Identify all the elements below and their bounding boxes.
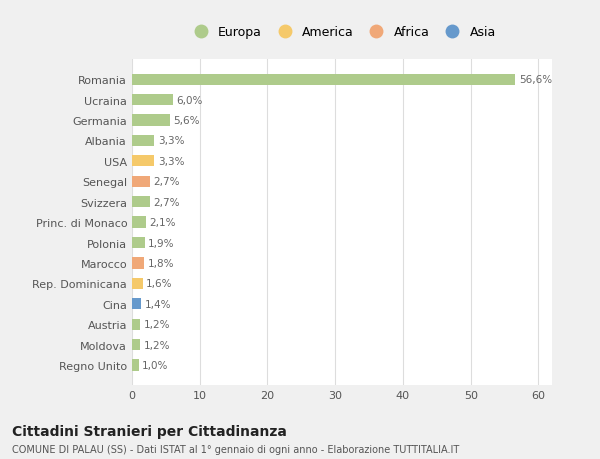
Text: COMUNE DI PALAU (SS) - Dati ISTAT al 1° gennaio di ogni anno - Elaborazione TUTT: COMUNE DI PALAU (SS) - Dati ISTAT al 1° … [12,444,459,454]
Text: 1,2%: 1,2% [143,340,170,350]
Text: 2,7%: 2,7% [154,197,180,207]
Bar [132,278,143,289]
Bar [132,135,154,147]
Bar [132,359,139,371]
Text: 1,2%: 1,2% [143,319,170,330]
Bar [132,339,140,350]
Bar [132,217,146,228]
Bar [132,95,173,106]
Bar [132,156,154,167]
Text: 2,7%: 2,7% [154,177,180,187]
Bar [132,237,145,249]
Legend: Europa, America, Africa, Asia: Europa, America, Africa, Asia [185,23,499,41]
Bar [132,298,142,310]
Bar [132,319,140,330]
Text: 1,0%: 1,0% [142,360,169,370]
Text: 2,1%: 2,1% [149,218,176,228]
Text: Cittadini Stranieri per Cittadinanza: Cittadini Stranieri per Cittadinanza [12,425,287,438]
Text: 1,8%: 1,8% [148,258,174,269]
Bar [132,196,150,208]
Text: 6,0%: 6,0% [176,95,202,106]
Text: 1,4%: 1,4% [145,299,172,309]
Text: 56,6%: 56,6% [519,75,552,85]
Text: 3,3%: 3,3% [158,157,184,167]
Text: 5,6%: 5,6% [173,116,200,126]
Text: 1,9%: 1,9% [148,238,175,248]
Text: 3,3%: 3,3% [158,136,184,146]
Bar [132,176,150,187]
Bar [132,115,170,126]
Text: 1,6%: 1,6% [146,279,173,289]
Bar [132,258,144,269]
Bar [132,74,515,86]
